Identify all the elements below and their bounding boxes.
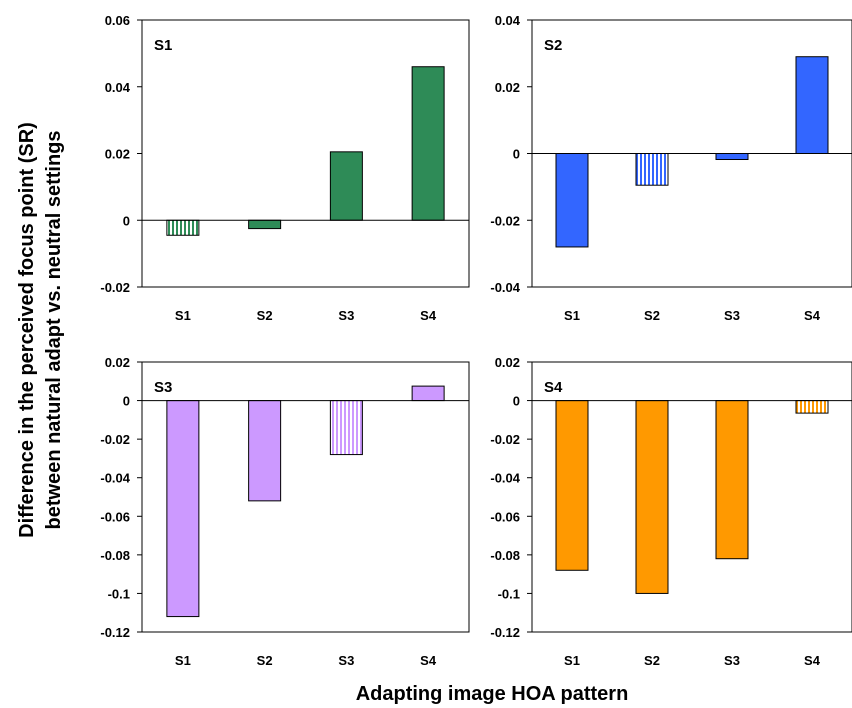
- x-tick-label: S1: [564, 653, 580, 668]
- y-tick-label: -0.08: [490, 548, 520, 563]
- y-tick-label: -0.04: [490, 280, 520, 295]
- x-tick-label: S4: [420, 653, 437, 668]
- plot-frame: [141, 361, 470, 633]
- y-tick-label: -0.06: [490, 509, 520, 524]
- x-tick-label: S3: [338, 653, 354, 668]
- bar-s4: [411, 66, 445, 221]
- y-tick-label: 0: [513, 394, 520, 409]
- bar-s4: [411, 385, 445, 402]
- x-tick-label: S3: [724, 653, 740, 668]
- y-axis-title-line2: between natural adapt vs. neutral settin…: [43, 131, 65, 530]
- bar-s4: [795, 400, 829, 414]
- panel-label: S2: [544, 37, 562, 54]
- panel-label: S1: [154, 37, 172, 54]
- y-tick-label: -0.1: [108, 586, 130, 601]
- x-tick-label: S2: [257, 308, 273, 323]
- x-tick-label: S4: [420, 308, 437, 323]
- y-tick-label: 0.02: [105, 355, 130, 370]
- x-tick-label: S3: [338, 308, 354, 323]
- y-tick-label: 0.06: [105, 13, 130, 28]
- y-tick-label: -0.12: [490, 625, 520, 640]
- bar-s1: [555, 153, 589, 248]
- x-tick-label: S2: [257, 653, 273, 668]
- panel-s4: 0.02 0 -0.02 -0.04 -0.06 -0.08 -0.1 -0.12 S1 S2 S3…: [490, 355, 852, 668]
- x-tick-label: S4: [804, 308, 821, 323]
- y-tick-label: 0.02: [495, 355, 520, 370]
- plot-frame: [531, 361, 852, 633]
- y-tick-label: 0: [123, 213, 130, 228]
- y-tick-label: -0.02: [490, 213, 520, 228]
- panel-label: S4: [544, 379, 563, 396]
- bar-s2: [248, 219, 282, 230]
- x-tick-label: S1: [564, 308, 580, 323]
- y-tick-label: -0.06: [100, 509, 130, 524]
- bar-s1: [166, 219, 200, 236]
- bar-s1: [555, 400, 589, 571]
- x-tick-label: S4: [804, 653, 821, 668]
- y-tick-label: -0.02: [490, 432, 520, 447]
- y-tick-label: -0.1: [498, 586, 520, 601]
- y-tick-label: 0.04: [495, 13, 521, 28]
- y-tick-label: 0: [513, 147, 520, 162]
- y-tick-label: 0.02: [105, 147, 130, 162]
- panel-s3: 0.02 0 -0.02 -0.04 -0.06 -0.08 -0.1 -0.12 S1 S2 S3…: [100, 355, 470, 668]
- panels: 0.06 0.04 0.02 0 -0.02 S1 S2 S3 S4 S1 0.04 0.02 0 -0.…: [100, 13, 852, 668]
- panel-s2: 0.04 0.02 0 -0.02 -0.04 S1 S2 S3 S4 S2: [490, 13, 852, 323]
- x-tick-label: S1: [175, 308, 191, 323]
- y-tick-label: 0.02: [495, 80, 520, 95]
- x-tick-label: S3: [724, 308, 740, 323]
- bar-s2: [248, 400, 282, 502]
- x-tick-label: S2: [644, 653, 660, 668]
- bar-s2: [635, 153, 669, 186]
- bar-s4: [795, 56, 829, 154]
- bar-s1: [166, 400, 200, 618]
- bar-s3: [715, 153, 749, 161]
- x-tick-label: S1: [175, 653, 191, 668]
- x-axis-title: Adapting image HOA pattern: [356, 683, 629, 705]
- y-tick-label: -0.08: [100, 548, 130, 563]
- y-axis-title-line1: Difference in the perceived focus point …: [16, 122, 38, 538]
- y-tick-label: -0.04: [490, 471, 520, 486]
- y-tick-label: 0: [123, 394, 130, 409]
- y-tick-label: -0.12: [100, 625, 130, 640]
- bar-s3: [329, 400, 363, 456]
- bar-s3: [715, 400, 749, 560]
- y-tick-label: -0.04: [100, 471, 130, 486]
- panel-s1: 0.06 0.04 0.02 0 -0.02 S1 S2 S3 S4 S1: [100, 13, 470, 323]
- x-tick-label: S2: [644, 308, 660, 323]
- bar-s2: [635, 400, 669, 594]
- panel-label: S3: [154, 379, 172, 396]
- y-tick-label: -0.02: [100, 280, 130, 295]
- y-tick-label: 0.04: [105, 80, 131, 95]
- y-tick-label: -0.02: [100, 432, 130, 447]
- bar-s3: [329, 151, 363, 221]
